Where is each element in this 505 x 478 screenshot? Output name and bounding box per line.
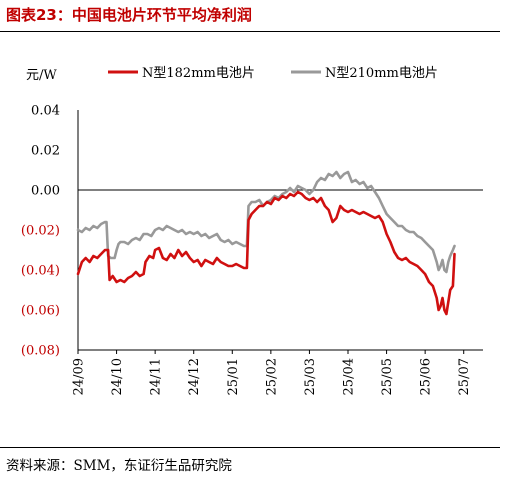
chart-canvas: N型182mm电池片 N型210mm电池片 元/W 0.04 0.02 0.00 (0… [21,66,483,395]
title-rule [0,31,500,32]
x-tick-label-10: 25/07 [457,358,472,395]
series-line-182 [76,190,456,316]
x-tick-label-0: 24/09 [72,358,87,395]
x-tick-label-9: 25/06 [419,358,434,395]
series-lines [76,170,456,316]
x-tick-label-1: 24/10 [110,358,125,395]
x-tick-label-7: 25/04 [342,358,357,395]
y-tick-label-4: (0.04) [21,264,60,279]
source-note: 资料来源：SMM，东证衍生品研究院 [6,458,232,474]
y-tick-label-2: 0.00 [31,184,60,199]
y-axis-unit: 元/W [26,68,57,83]
x-tick-label-6: 25/03 [303,358,318,395]
y-tick-label-0: 0.04 [31,104,60,119]
y-axis-ticks: 0.04 0.02 0.00 (0.02) (0.04) (0.06) (0.08) [21,104,60,359]
legend-label-210: N型210mm电池片 [325,66,438,81]
legend-label-182: N型182mm电池片 [142,66,255,81]
x-axis-ticks: 24/09 24/10 24/11 24/12 25/01 25/02 25/03 25/04… [72,350,472,395]
y-tick-label-6: (0.08) [21,344,60,359]
x-tick-label-2: 24/11 [149,358,164,395]
legend: N型182mm电池片 N型210mm电池片 [108,66,438,81]
y-tick-label-5: (0.06) [21,304,60,319]
axes [77,110,483,351]
figure-title: 图表23：中国电池片环节平均净利润 [6,6,252,24]
y-tick-label-1: 0.02 [31,144,60,159]
source-rule [0,447,500,448]
x-tick-label-5: 25/02 [264,358,279,395]
y-tick-label-3: (0.02) [21,224,60,239]
x-tick-label-3: 24/12 [187,358,202,395]
x-tick-label-4: 25/01 [226,358,241,395]
x-tick-label-8: 25/05 [380,358,395,395]
